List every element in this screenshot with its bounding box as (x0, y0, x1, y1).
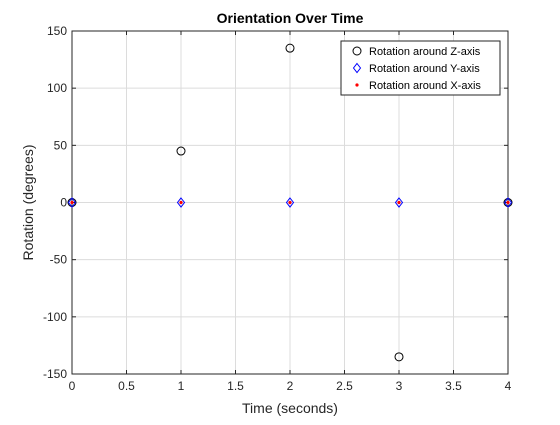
data-point (288, 200, 292, 205)
x-axis-label: Time (seconds) (242, 400, 338, 416)
x-tick-label: 2 (287, 379, 294, 393)
data-point (176, 146, 186, 156)
data-point (285, 197, 295, 208)
y-tick-label: 50 (54, 138, 68, 152)
legend-label: Rotation around Z-axis (369, 46, 481, 58)
y-tick-label: 100 (47, 81, 67, 95)
y-axis-label: Rotation (degrees) (20, 145, 36, 261)
x-tick-label: 1.5 (227, 379, 244, 393)
y-tick-label: -150 (43, 367, 67, 381)
legend-marker (355, 83, 359, 87)
y-tick-label: 150 (47, 24, 67, 38)
x-tick-label: 0 (69, 379, 76, 393)
data-marks (67, 43, 513, 362)
legend-marker (352, 62, 362, 74)
legend: Rotation around Z-axis Rotation around Y-… (340, 40, 501, 96)
data-point (394, 197, 404, 208)
data-point (503, 197, 513, 208)
data-point (70, 200, 74, 205)
legend-box (340, 40, 501, 96)
data-point (176, 197, 186, 208)
chart-title: Orientation Over Time (217, 10, 364, 26)
x-tick-label: 4 (505, 379, 512, 393)
x-tick-label: 2.5 (336, 379, 353, 393)
y-tick-label: -50 (50, 253, 68, 267)
x-tick-label: 3 (396, 379, 403, 393)
series-diamond (67, 197, 513, 208)
legend-label: Rotation around Y-axis (369, 63, 480, 75)
legend-label: Rotation around X-axis (369, 80, 481, 92)
data-point (397, 200, 401, 205)
series-dot (70, 200, 510, 205)
data-point (506, 200, 510, 205)
y-tick-label: 0 (60, 196, 67, 210)
tick-labels: 0 0.5 1 1.5 2 2.5 3 3.5 4 -150 -100 -50 0 50 100 150 (43, 24, 512, 393)
y-tick-label: -100 (43, 310, 67, 324)
data-point (394, 352, 404, 362)
legend-marker (352, 46, 362, 56)
x-tick-label: 3.5 (445, 379, 462, 393)
data-point (67, 197, 77, 208)
data-point (285, 43, 295, 53)
data-point (179, 200, 183, 205)
x-tick-label: 1 (178, 379, 185, 393)
x-tick-label: 0.5 (118, 379, 135, 393)
